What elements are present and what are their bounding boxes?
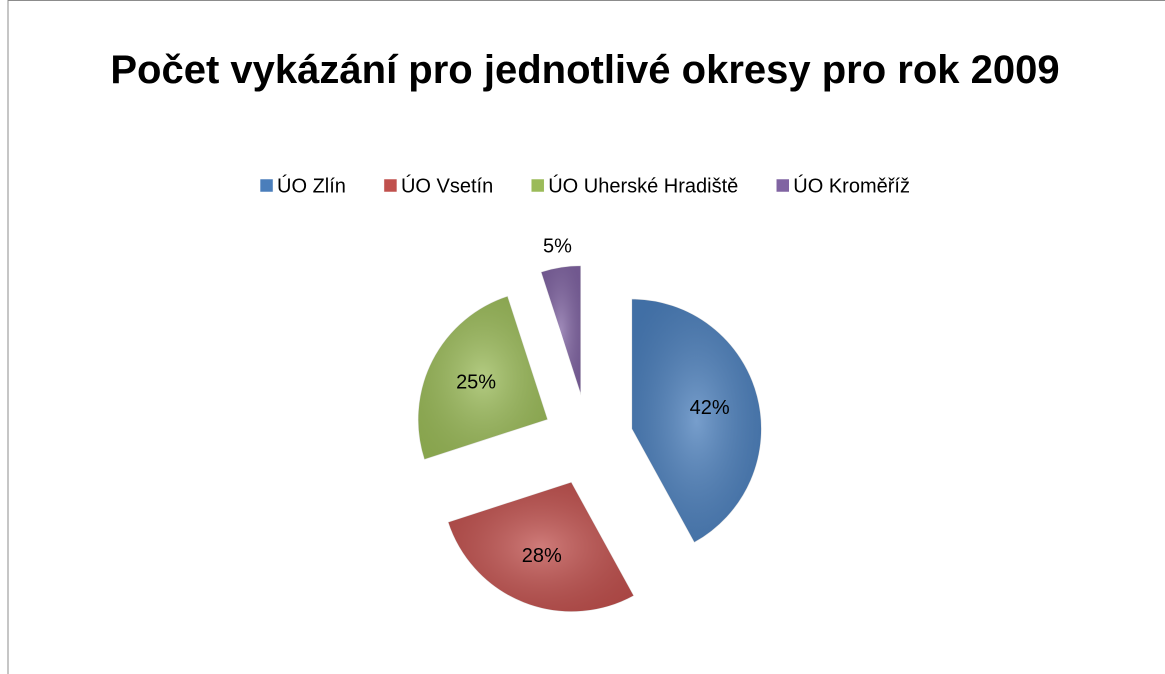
data-label: 42% [690,397,730,419]
slice-shade [417,295,548,460]
legend-label: ÚO Uherské Hradiště [548,174,738,197]
legend-swatch [530,178,545,193]
legend-label: ÚO Kroměříž [793,174,910,197]
data-label: 28% [522,545,562,567]
data-label: 25% [456,371,496,393]
slice-shade [540,265,581,396]
legend-swatch [259,178,274,193]
slice-shade [631,298,762,543]
slice-shade [447,481,635,612]
data-label: 5% [543,236,572,258]
legend-item: ÚO Uherské Hradiště [530,174,738,197]
chart-title: Počet vykázání pro jednotlivé okresy pro… [110,48,1060,92]
legend-label: ÚO Vsetín [401,174,493,197]
legend-item: ÚO Kroměříž [776,174,910,197]
legend-label: ÚO Zlín [277,174,346,197]
title-box: Počet vykázání pro jednotlivé okresy pro… [110,48,1060,92]
legend-swatch [776,178,790,193]
legend-item: ÚO Zlín [259,174,346,197]
legend-item: ÚO Vsetín [383,174,493,197]
legend-swatch [383,178,398,193]
